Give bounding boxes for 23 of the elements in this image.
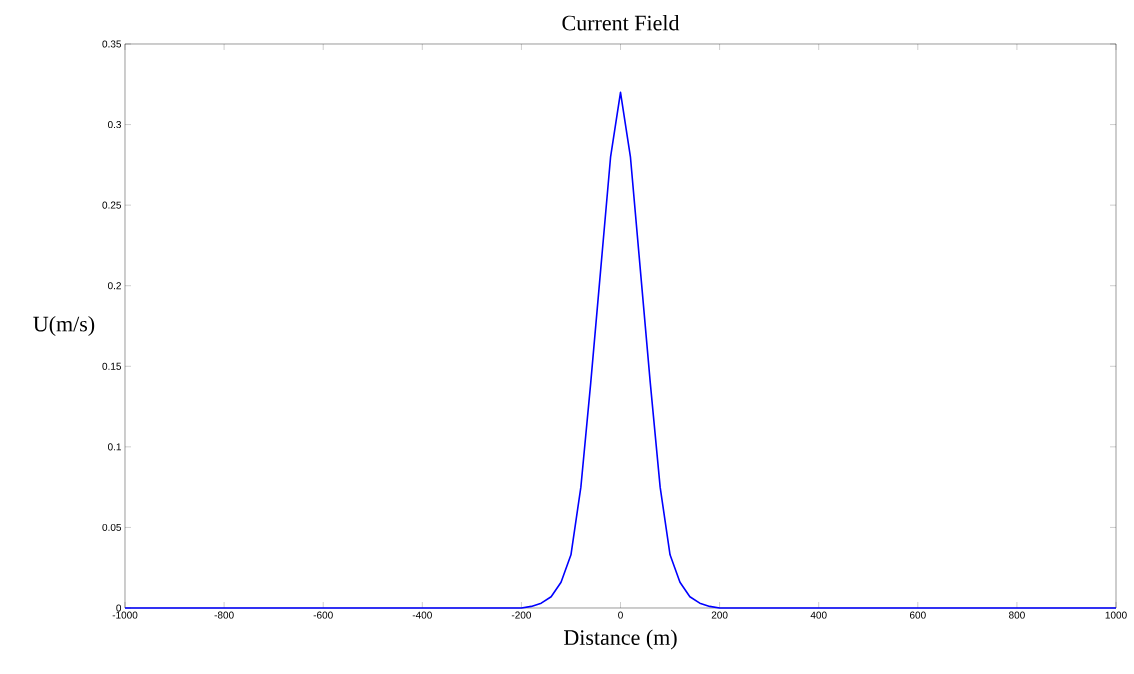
line-series xyxy=(124,91,1117,609)
x-tick-label: 800 xyxy=(1009,611,1025,619)
x-tick-label: -400 xyxy=(412,611,432,619)
x-tick-label: 400 xyxy=(810,611,827,619)
x-tick-label: -800 xyxy=(214,611,234,619)
y-tick-label: 0.05 xyxy=(102,523,122,531)
x-tick-label: 200 xyxy=(711,611,728,619)
y-tick-label: 0.3 xyxy=(107,121,122,129)
y-tick-label: 0.25 xyxy=(102,201,122,209)
y-tick-label: 0.15 xyxy=(102,362,122,370)
x-tick-label: 600 xyxy=(909,611,926,619)
y-tick-label: 0.2 xyxy=(107,282,121,290)
x-tick-label: 1000 xyxy=(1105,611,1127,619)
y-axis-title: U(m/s) xyxy=(33,316,95,336)
x-tick-label: -1000 xyxy=(112,611,138,619)
y-tick-label: 0 xyxy=(116,604,122,612)
y-tick-label: 0.35 xyxy=(102,40,122,48)
x-axis-title: Distance (m) xyxy=(564,629,677,650)
x-tick-label: -200 xyxy=(511,611,532,619)
x-tick-label: 0 xyxy=(618,611,623,619)
chart-title: Current Field xyxy=(562,14,680,31)
y-tick-label: 0.1 xyxy=(107,443,121,451)
x-tick-label: -600 xyxy=(313,611,333,619)
